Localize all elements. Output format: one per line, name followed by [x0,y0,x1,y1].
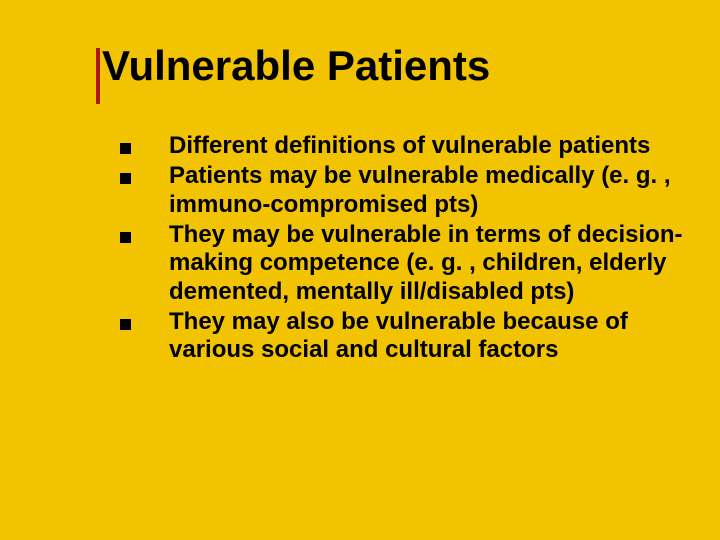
title-area: Vulnerable Patients [96,44,690,104]
list-item: They may be vulnerable in terms of decis… [120,221,686,306]
square-bullet-icon [120,232,131,243]
slide-title: Vulnerable Patients [102,44,490,88]
square-bullet-icon [120,143,131,154]
square-bullet-icon [120,173,131,184]
title-accent-bar [96,48,100,104]
slide: Vulnerable Patients Different definition… [0,0,720,540]
bullet-text: Different definitions of vulnerable pati… [169,132,650,160]
slide-body: Different definitions of vulnerable pati… [120,132,686,367]
list-item: Patients may be vulnerable medically (e.… [120,162,686,219]
bullet-text: Patients may be vulnerable medically (e.… [169,162,686,219]
square-bullet-icon [120,319,131,330]
bullet-text: They may be vulnerable in terms of decis… [169,221,686,306]
list-item: They may also be vulnerable because of v… [120,308,686,365]
bullet-text: They may also be vulnerable because of v… [169,308,686,365]
list-item: Different definitions of vulnerable pati… [120,132,686,160]
